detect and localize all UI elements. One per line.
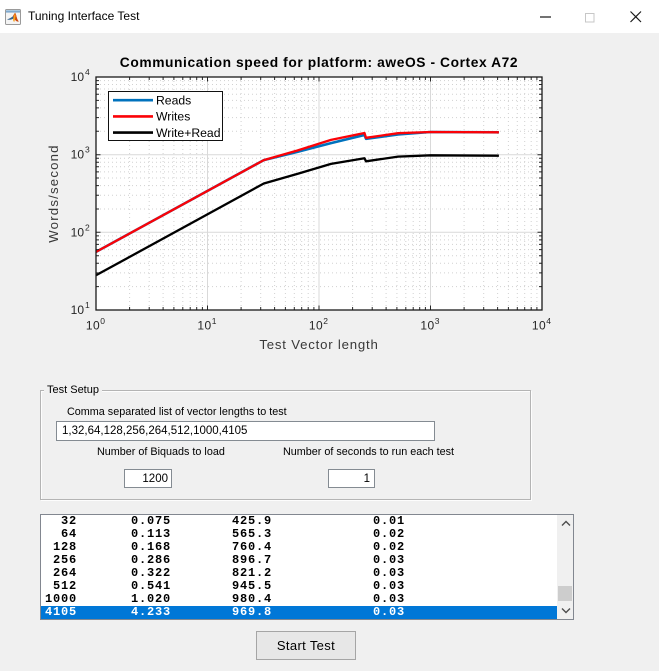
svg-text:10: 10 [197, 319, 211, 333]
svg-text:4: 4 [85, 67, 90, 77]
svg-text:10: 10 [532, 319, 546, 333]
svg-text:10: 10 [71, 225, 85, 239]
svg-text:3: 3 [85, 145, 90, 155]
svg-text:1: 1 [212, 316, 217, 326]
svg-text:10: 10 [71, 70, 85, 84]
svg-text:Write+Read: Write+Read [156, 126, 220, 140]
svg-text:10: 10 [420, 319, 434, 333]
svg-text:Communication speed for platfo: Communication speed for platform: aweOS … [120, 55, 518, 70]
svg-text:4: 4 [546, 316, 551, 326]
svg-text:10: 10 [71, 148, 85, 162]
svg-text:3: 3 [435, 316, 440, 326]
svg-text:10: 10 [309, 319, 323, 333]
svg-text:Words/second: Words/second [46, 144, 61, 242]
svg-text:1: 1 [85, 300, 90, 310]
svg-text:10: 10 [71, 303, 85, 317]
svg-text:2: 2 [85, 222, 90, 232]
svg-text:Test Vector length: Test Vector length [259, 337, 378, 352]
svg-text:2: 2 [323, 316, 328, 326]
svg-text:Writes: Writes [156, 110, 190, 124]
svg-text:0: 0 [100, 316, 105, 326]
svg-text:10: 10 [86, 319, 100, 333]
svg-text:Reads: Reads [156, 93, 191, 107]
